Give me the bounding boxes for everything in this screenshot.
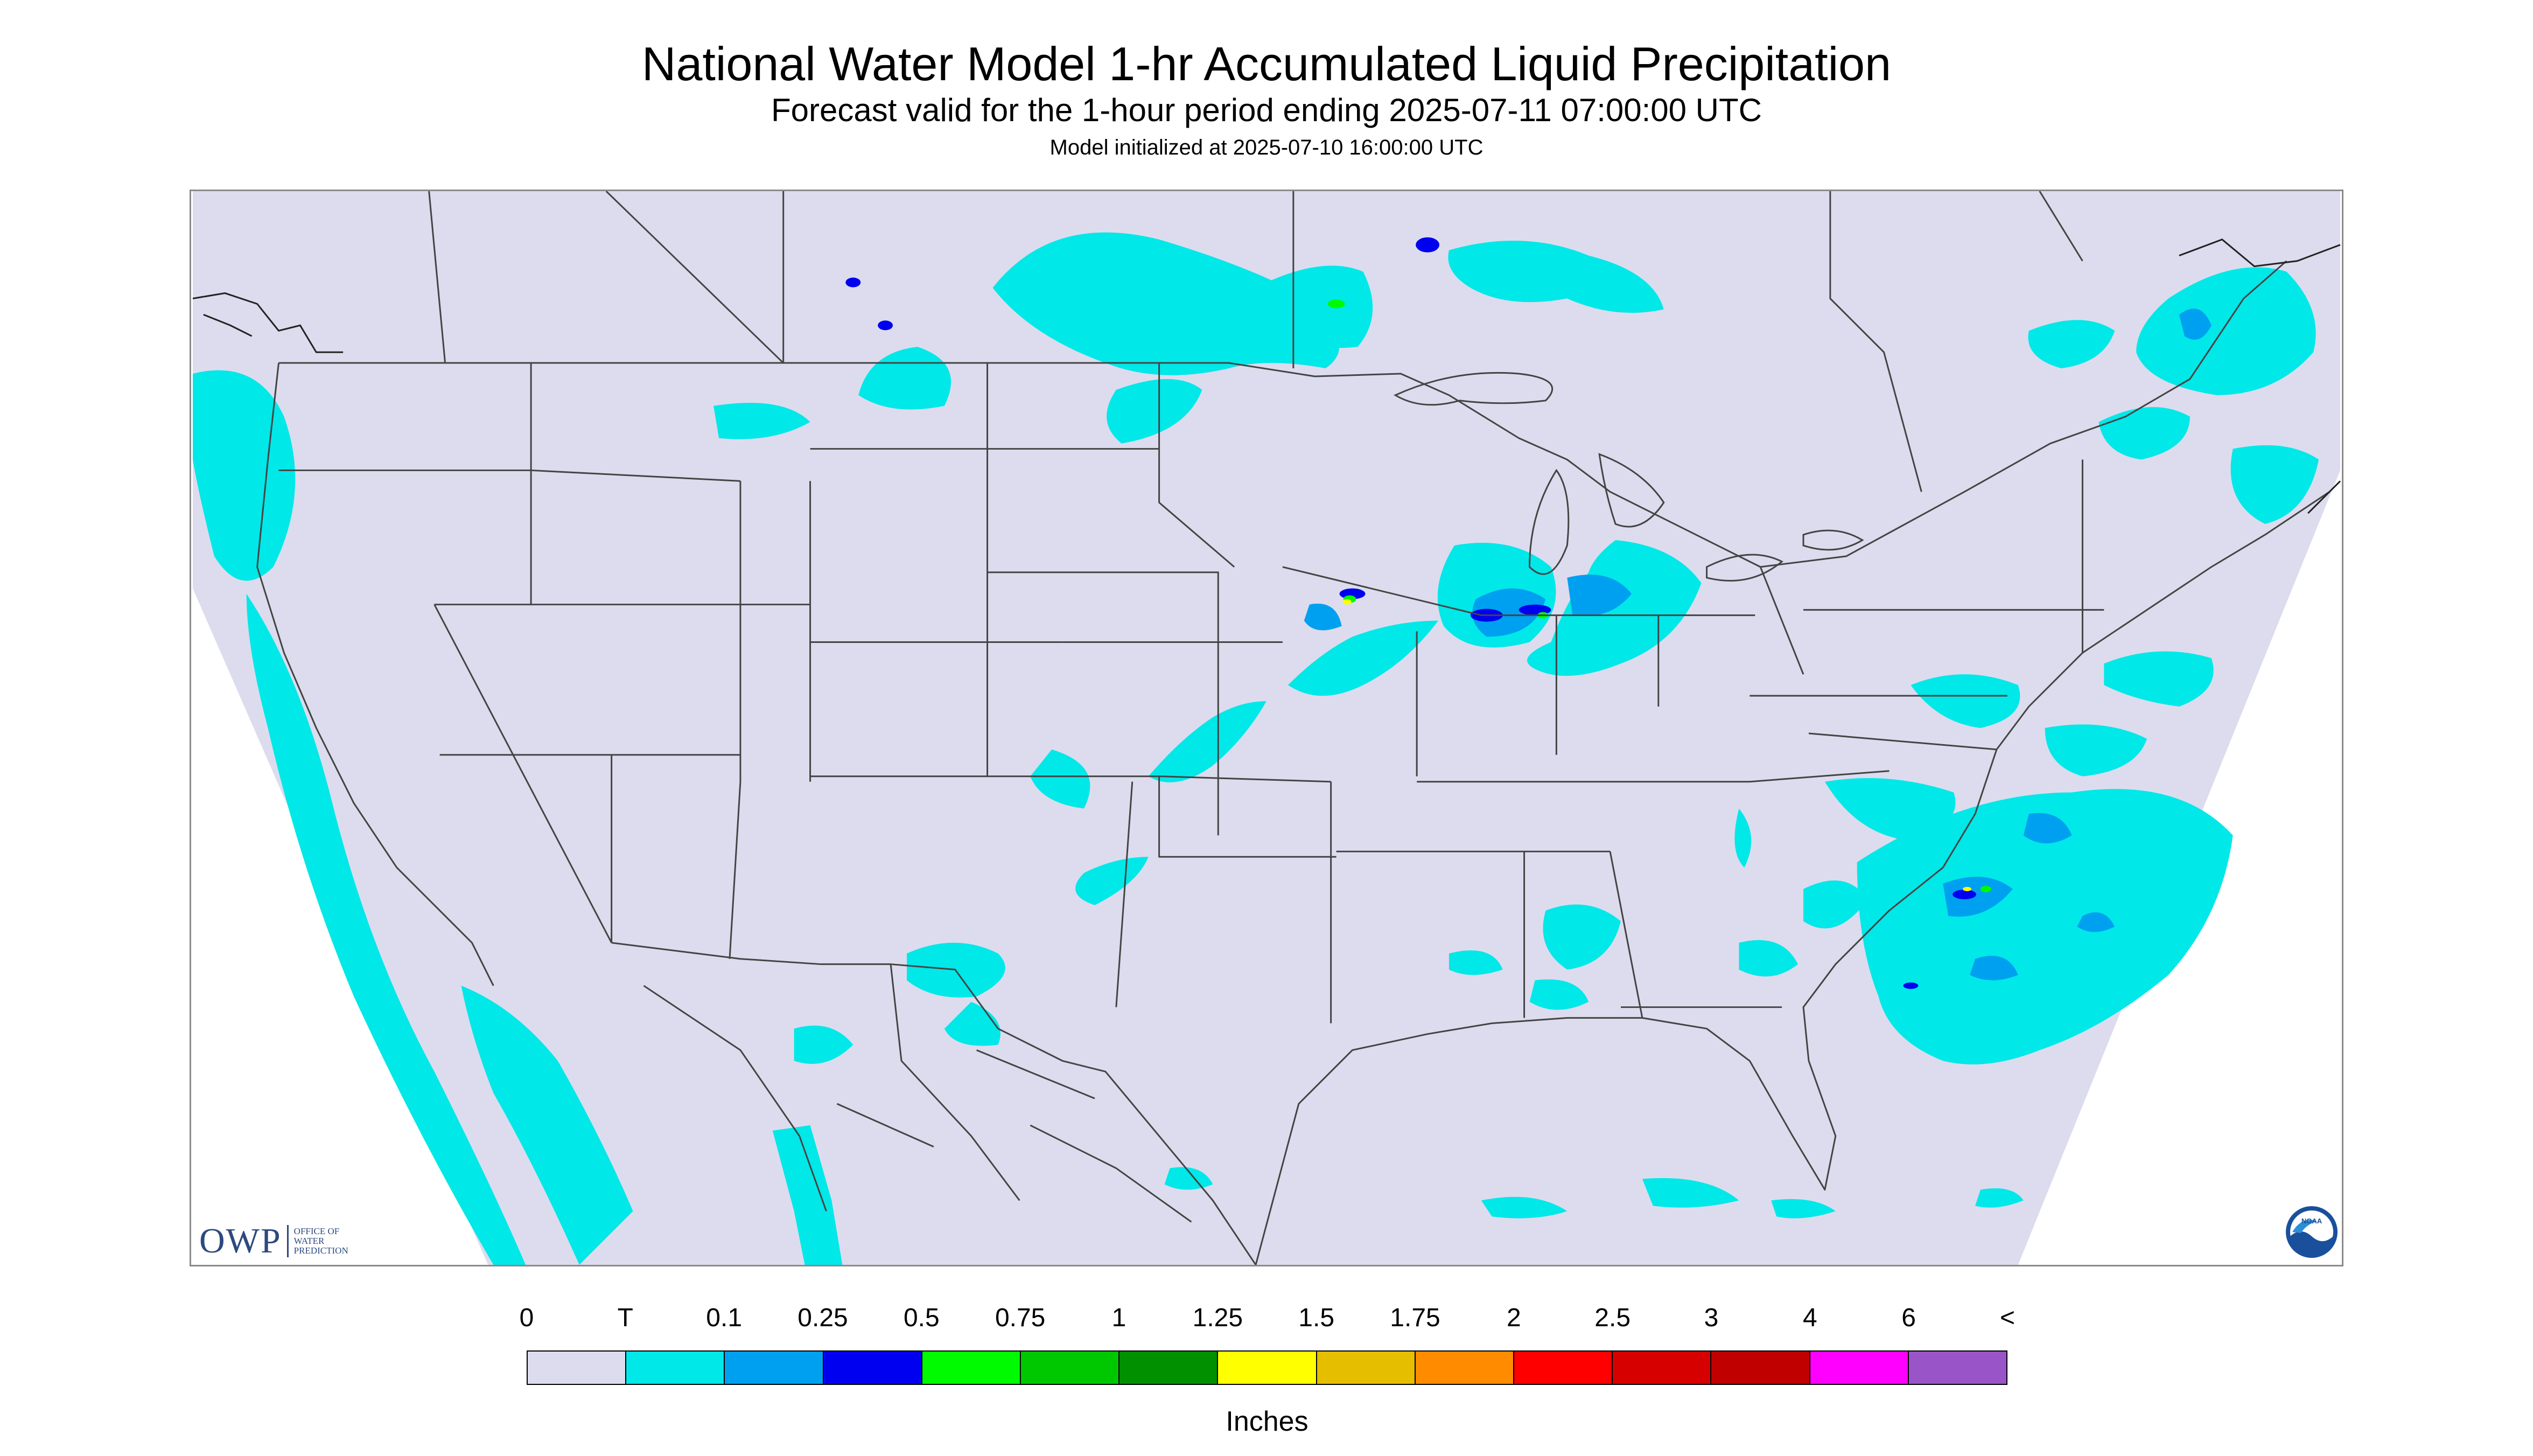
legend-tick-label: 2.5 bbox=[1594, 1304, 1631, 1332]
legend-swatch bbox=[1908, 1352, 2007, 1384]
legend-tick-label: < bbox=[1999, 1304, 2016, 1332]
legend-tick-label: T bbox=[617, 1304, 633, 1332]
legend-tick-label: 0.1 bbox=[706, 1304, 743, 1332]
owp-logo-text: OFFICE OF WATER PREDICTION bbox=[294, 1227, 348, 1256]
legend-swatch bbox=[922, 1352, 1021, 1384]
legend-tick-label: 0.25 bbox=[797, 1304, 848, 1332]
legend-tick-label: 1.75 bbox=[1390, 1304, 1440, 1332]
legend-swatch bbox=[1021, 1352, 1120, 1384]
precip-light-areas bbox=[1304, 309, 2212, 981]
legend-tick-label: 1.25 bbox=[1192, 1304, 1243, 1332]
owp-logo-line: OFFICE OF bbox=[293, 1226, 340, 1236]
model-init-time: Model initialized at 2025-07-10 16:00:00… bbox=[1049, 136, 1484, 159]
great-lakes bbox=[1394, 372, 1864, 582]
legend-swatch bbox=[1711, 1352, 1810, 1384]
map-title: National Water Model 1-hr Accumulated Li… bbox=[641, 37, 1892, 90]
noaa-logo: NOAA bbox=[2286, 1206, 2338, 1258]
precipitation-map bbox=[190, 190, 2343, 1266]
legend-swatch bbox=[626, 1352, 725, 1384]
legend-tick-label: 6 bbox=[1901, 1304, 1916, 1332]
political-borders bbox=[256, 191, 2330, 1265]
legend-swatch bbox=[1317, 1352, 1416, 1384]
legend-swatch bbox=[1514, 1352, 1613, 1384]
owp-logo-divider bbox=[286, 1225, 289, 1257]
legend-swatch bbox=[1218, 1352, 1317, 1384]
legend-tick-label: 4 bbox=[1802, 1304, 1817, 1332]
owp-logo-line: WATER bbox=[293, 1236, 325, 1246]
legend-swatch bbox=[725, 1352, 824, 1384]
owp-logo-line: PREDICTION bbox=[293, 1245, 348, 1256]
legend-swatch bbox=[1613, 1352, 1712, 1384]
legend-tick-label: 0 bbox=[519, 1304, 534, 1332]
legend-color-bar bbox=[527, 1350, 2007, 1385]
legend-swatch bbox=[528, 1352, 627, 1384]
legend-tick-label: 0.75 bbox=[995, 1304, 1046, 1332]
legend-swatch bbox=[823, 1352, 922, 1384]
precip-very-heavy-areas bbox=[1342, 599, 1972, 892]
legend-tick-label: 1 bbox=[1111, 1304, 1126, 1332]
owp-logo-mark: OWP bbox=[199, 1221, 282, 1261]
legend-tick-label: 1.5 bbox=[1298, 1304, 1335, 1332]
legend-swatch bbox=[1415, 1352, 1515, 1384]
model-domain bbox=[193, 191, 2340, 1265]
map-subtitle: Forecast valid for the 1-hour period end… bbox=[771, 92, 1762, 128]
legend-swatch bbox=[1119, 1352, 1219, 1384]
legend-swatch bbox=[1810, 1352, 1909, 1384]
legend-units: Inches bbox=[1226, 1406, 1309, 1437]
noaa-logo-text: NOAA bbox=[2301, 1217, 2322, 1225]
coastal-detail bbox=[192, 239, 2341, 514]
legend-tick-label: 3 bbox=[1704, 1304, 1719, 1332]
legend-tick-label: 0.5 bbox=[903, 1304, 940, 1332]
legend-tick-label: 2 bbox=[1506, 1304, 1521, 1332]
owp-logo: OWP OFFICE OF WATER PREDICTION bbox=[199, 1220, 348, 1263]
precip-legend: 0 T 0.1 0.25 0.5 0.75 1 1.25 1.5 1.75 2 2.5 3 4 6 < Inc… bbox=[520, 1303, 2015, 1438]
